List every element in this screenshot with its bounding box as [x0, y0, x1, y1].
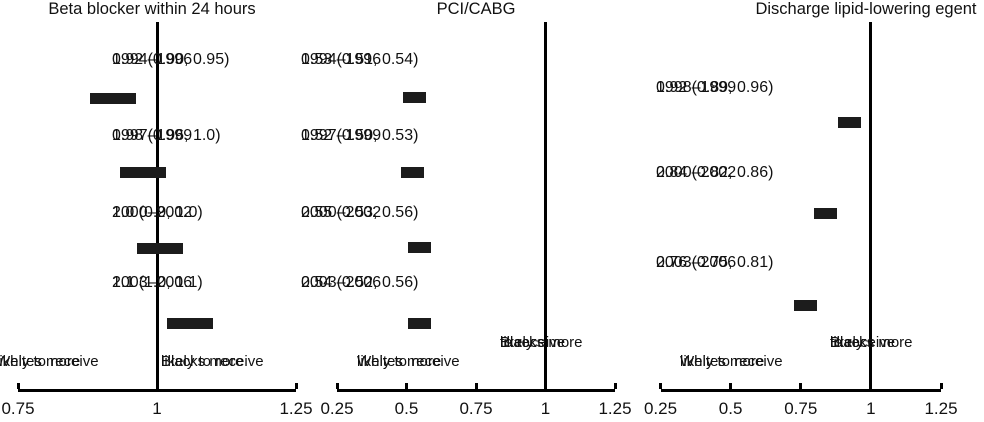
- reference-line-lipid-lowering: [869, 22, 873, 392]
- annotation-line: Blacks more: [161, 353, 244, 370]
- estimate-label: 0.54 (0.52, 0.56): [301, 274, 419, 291]
- annotation-line: likely: [500, 334, 534, 351]
- estimate-label: 0.98 (0.96, 1.0): [112, 127, 221, 144]
- x-axis-tick-label: 0.25: [320, 399, 354, 418]
- panel-title-lipid-lowering: Discharge lipid-lowering egent: [755, 0, 977, 18]
- x-axis-tick-label: 0.75: [459, 399, 493, 418]
- annotation-line: Blacks more: [500, 334, 583, 351]
- x-axis-tick-label: 1.25: [924, 399, 958, 418]
- x-axis-tick-label: 1: [152, 399, 162, 418]
- x-axis-tick: [474, 383, 478, 389]
- period-label: 2000–2002: [112, 204, 193, 221]
- x-axis-line-pci-cabg: [337, 389, 615, 392]
- estimate-label: 0.52 (0.50, 0.53): [301, 127, 419, 144]
- x-axis-tick: [799, 383, 803, 389]
- panel-title-beta-blocker: Beta blocker within 24 hours: [48, 0, 256, 18]
- x-axis-tick-label: 1.25: [279, 399, 313, 418]
- annotation-line: likely to receive: [357, 353, 460, 370]
- estimate-marker: [794, 299, 818, 311]
- x-axis-tick-label: 0.75: [784, 399, 818, 418]
- estimate-marker: [407, 317, 431, 329]
- x-axis-tick-label: 0.25: [643, 399, 678, 418]
- x-axis-line-beta-blocker: [18, 389, 296, 392]
- period-label: 2003–2006: [112, 274, 193, 291]
- x-axis-tick-label: 0.5: [718, 399, 743, 418]
- estimate-label: 0.55 (0.53, 0.56): [301, 204, 419, 221]
- estimate-marker: [838, 116, 862, 128]
- annotation-line: Blacks more: [830, 334, 913, 351]
- x-axis-tick: [294, 383, 298, 389]
- period-label: 2000–2002: [656, 164, 737, 181]
- x-axis-tick-label: 1.25: [598, 399, 632, 418]
- estimate-label: 1.1 (1.0, 1.1): [112, 274, 203, 291]
- annotation-line: likely to receive: [0, 353, 99, 370]
- annotation-line: likely: [830, 334, 864, 351]
- x-axis-tick: [155, 383, 159, 389]
- estimate-marker: [814, 207, 838, 219]
- x-axis-tick: [869, 383, 873, 389]
- x-axis-tick-label: 0.5: [394, 399, 419, 418]
- annotation-line: likely to receive: [680, 353, 783, 370]
- x-axis-tick: [544, 383, 547, 389]
- x-axis-tick: [939, 383, 943, 389]
- estimate-label: 1.0 (0.9, 1.0): [112, 204, 203, 221]
- x-axis-tick: [613, 383, 617, 389]
- estimate-label: 0.92 (0.89, 0.96): [656, 79, 774, 96]
- x-axis-tick: [16, 383, 20, 389]
- reference-line-pci-cabg: [544, 22, 547, 392]
- x-axis-tick-label: 1: [866, 399, 876, 418]
- estimate-marker: [403, 91, 427, 103]
- annotation-line: Whites more: [0, 353, 81, 370]
- period-label: 1997–1999: [301, 127, 382, 144]
- period-label: 2000–2002: [301, 204, 382, 221]
- x-axis-tick: [729, 383, 733, 389]
- annotation-line: to receive: [500, 334, 566, 351]
- x-axis-tick-label: 1: [540, 399, 551, 418]
- panel-title-pci-cabg: PCI/CABG: [436, 0, 516, 18]
- estimate-label: 0.53 (0.51, 0.54): [301, 51, 419, 68]
- reference-line-beta-blocker: [155, 22, 159, 392]
- annotation-line: to receive: [830, 334, 896, 351]
- estimate-label: 0.76 (0.75, 0.81): [656, 254, 774, 271]
- annotation-line: Whites more: [680, 353, 765, 370]
- x-axis-tick: [659, 383, 662, 389]
- x-axis-tick: [335, 383, 339, 389]
- estimate-label: 0.84 (0.82, 0.86): [656, 164, 774, 181]
- x-axis-line-lipid-lowering: [660, 389, 941, 392]
- estimate-marker: [89, 92, 136, 104]
- estimate-marker: [120, 166, 167, 178]
- x-axis-tick-label: 0.75: [1, 399, 35, 418]
- annotation-line: Whites more: [357, 353, 442, 370]
- period-label: 1998–1999: [656, 79, 737, 96]
- estimate-marker: [400, 166, 424, 178]
- estimate-label: 0.92 (0.90, 0.95): [112, 51, 230, 68]
- estimate-marker: [167, 317, 214, 329]
- period-label: 1994–1996: [112, 51, 193, 68]
- annotation-line: likely to receive: [161, 353, 264, 370]
- estimate-marker: [408, 241, 432, 253]
- x-axis-tick: [405, 383, 408, 389]
- period-label: 2003–2006: [656, 254, 737, 271]
- period-label: 1994–1996: [301, 51, 382, 68]
- period-label: 1997–1999: [112, 127, 193, 144]
- period-label: 2003–2006: [301, 274, 382, 291]
- estimate-marker: [136, 242, 183, 254]
